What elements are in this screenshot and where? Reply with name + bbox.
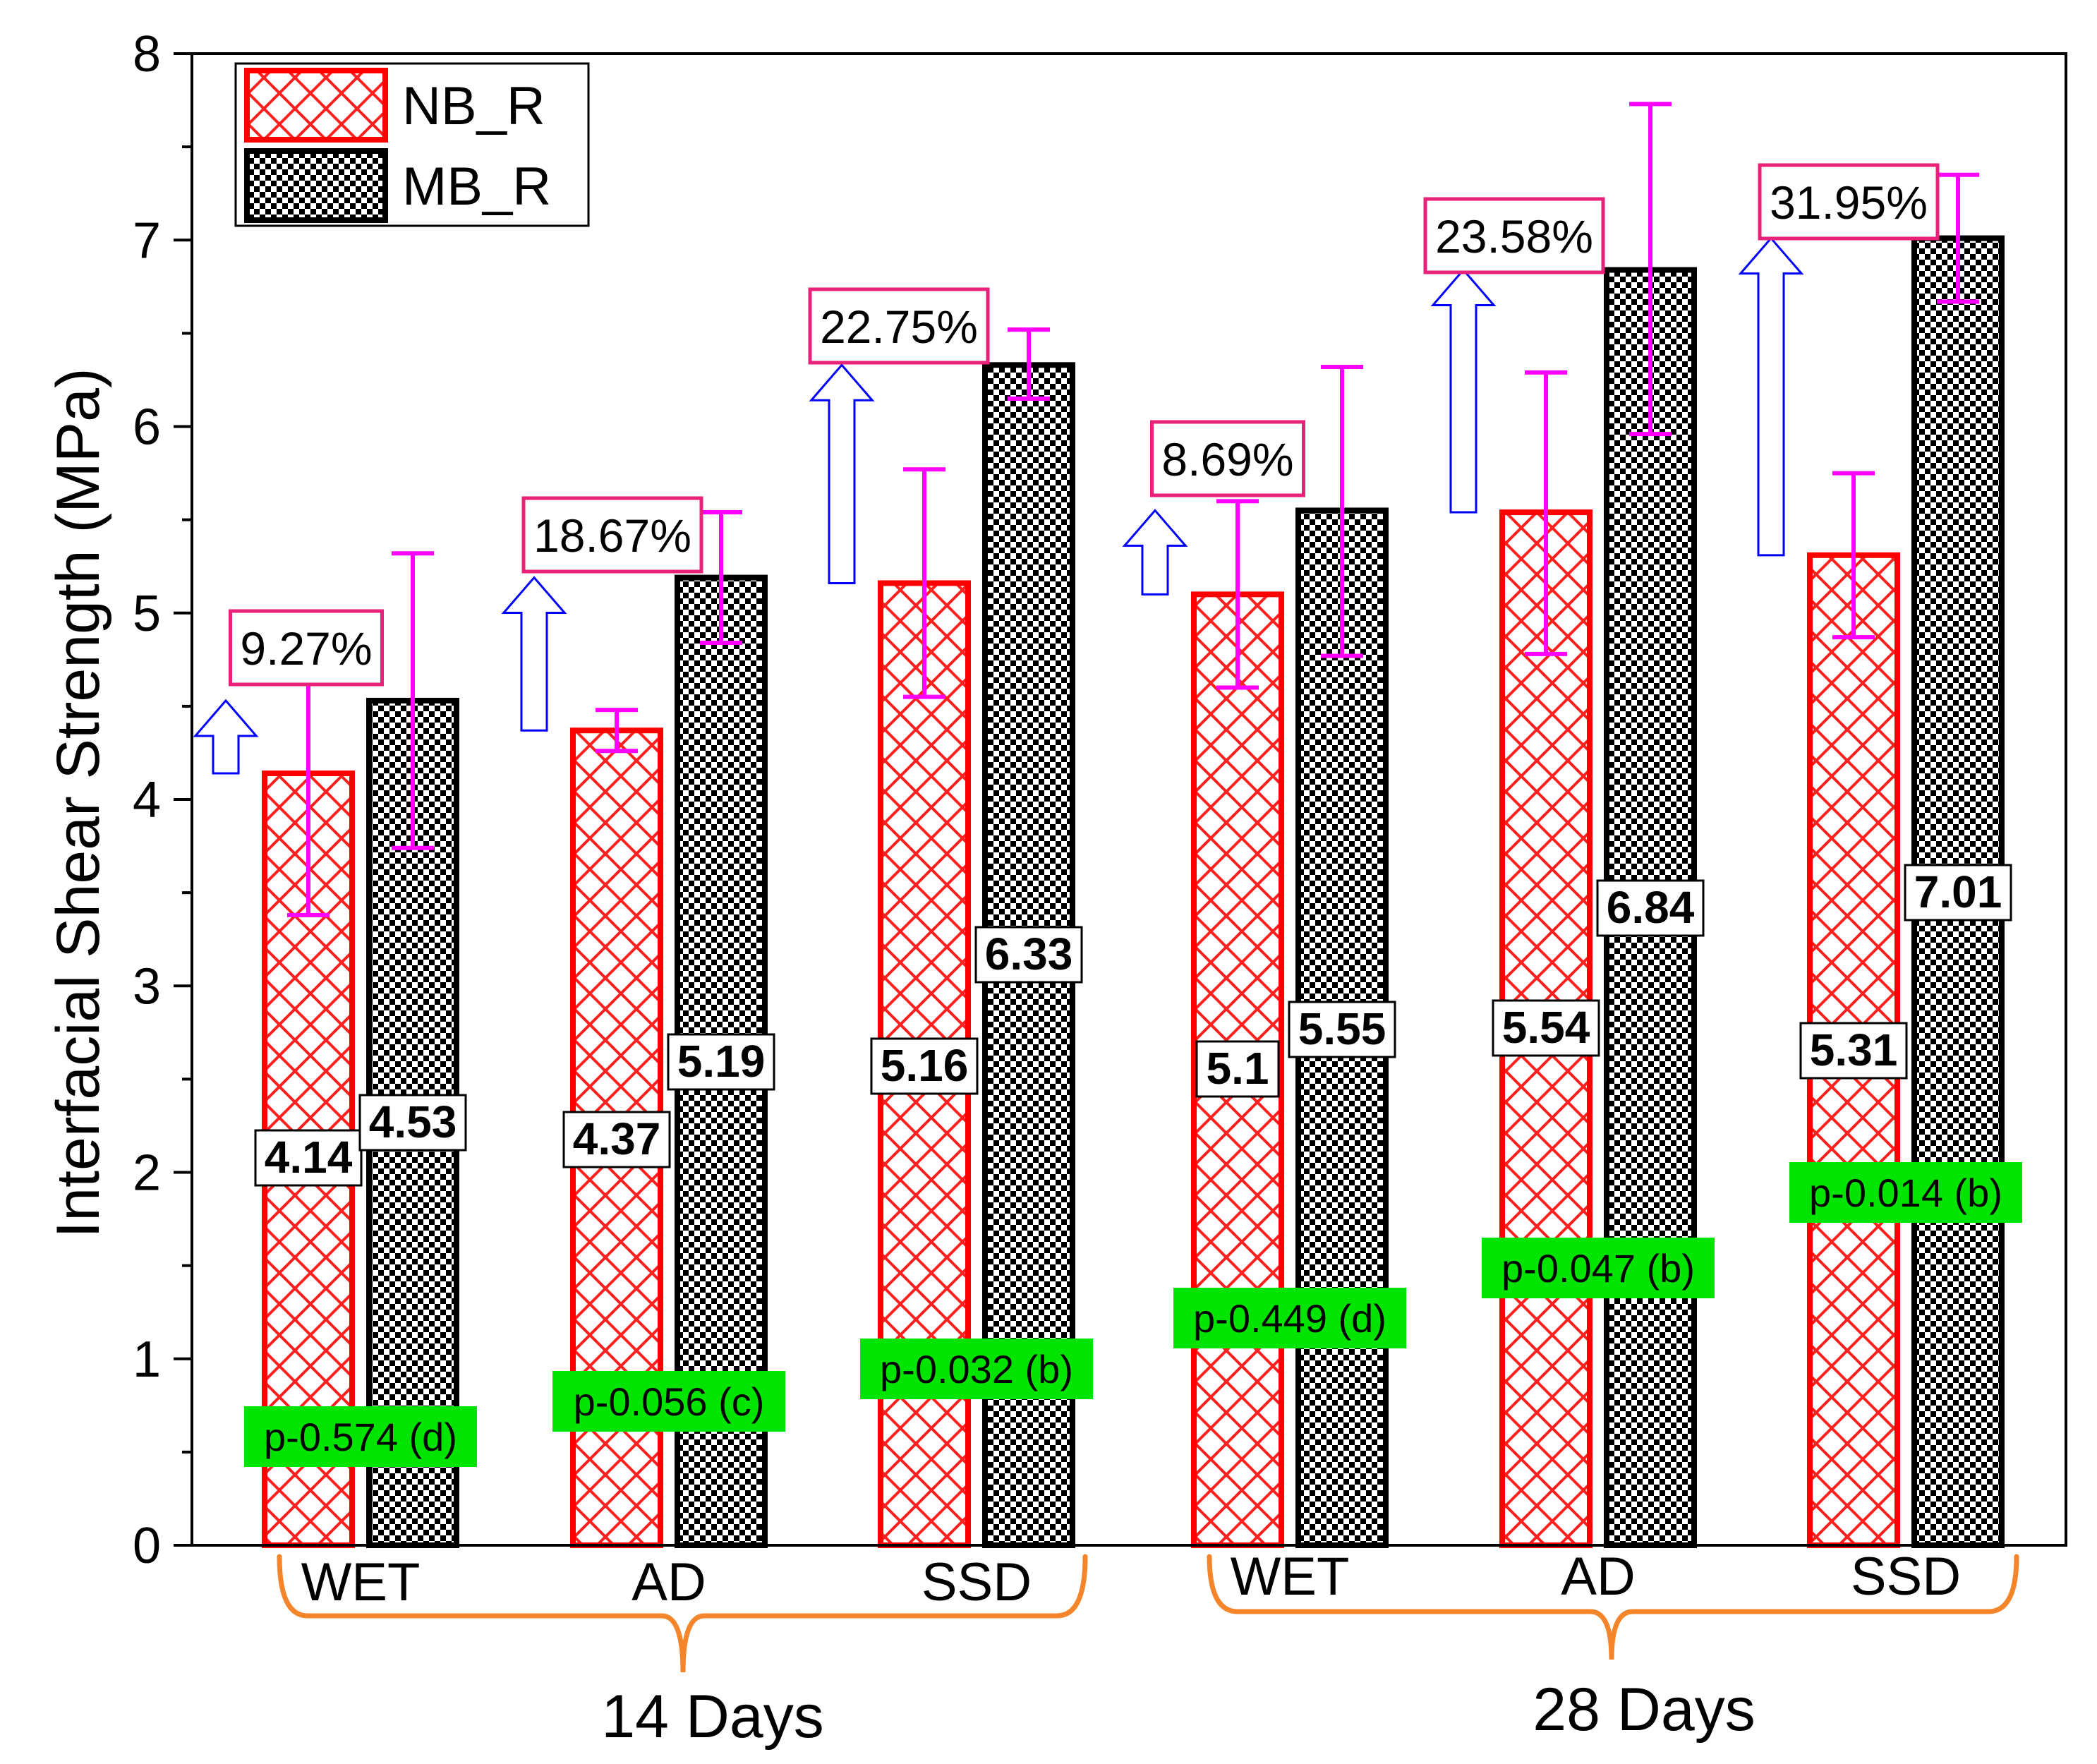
p-value-box (1173, 1288, 1406, 1348)
plot-frame (191, 52, 2067, 1547)
group-bracket-28-days (1207, 1554, 2019, 1660)
value-label-nb-r: 5.31 (1810, 1025, 1898, 1075)
p-value-label: p-0.574 (d) (264, 1415, 457, 1459)
value-label-nb-r-box (1492, 999, 1600, 1057)
percent-increase-label: 9.27% (240, 622, 372, 675)
percent-increase-box (1758, 163, 1940, 241)
p-value-label: p-0.449 (d) (1193, 1296, 1386, 1341)
increase-arrow (809, 363, 875, 584)
value-label-nb-r: 4.14 (265, 1132, 353, 1183)
value-label-mb-r: 5.55 (1298, 1003, 1386, 1054)
legend-label-nb-r: NB_R (402, 76, 545, 136)
value-label-nb-r: 5.1 (1207, 1043, 1269, 1094)
p-value-label: p-0.056 (c) (574, 1379, 765, 1424)
value-label-mb-r-box (1596, 879, 1705, 937)
legend-swatch-nb-r (244, 68, 388, 143)
value-label-nb-r-box (870, 1037, 979, 1095)
value-label-mb-r-box (974, 926, 1083, 984)
increase-arrow (193, 699, 259, 775)
percent-increase-box (1423, 197, 1605, 274)
x-tick-label: WET (301, 1552, 421, 1612)
group-label-14-days: 14 Days (601, 1683, 824, 1751)
value-label-mb-r: 5.19 (677, 1036, 766, 1087)
x-tick-label: WET (1231, 1547, 1350, 1607)
value-label-mb-r-box (667, 1033, 775, 1091)
value-label-mb-r: 4.53 (369, 1097, 457, 1147)
percent-increase-label: 31.95% (1770, 176, 1928, 229)
legend: NB_R MB_R (234, 62, 590, 227)
value-label-nb-r-box (562, 1111, 671, 1168)
y-tick-label: 7 (133, 212, 161, 269)
y-tick-label: 1 (133, 1331, 161, 1388)
p-value-label: p-0.014 (b) (1809, 1171, 2002, 1215)
legend-label-mb-r: MB_R (402, 157, 551, 217)
value-label-mb-r: 6.84 (1607, 882, 1695, 933)
p-value-box (244, 1406, 477, 1467)
x-tick-label: SSD (1851, 1547, 1961, 1607)
group-bracket-14-days (277, 1554, 1088, 1673)
value-label-nb-r-box (1195, 1040, 1280, 1098)
y-tick-label: 8 (133, 26, 161, 83)
value-label-nb-r: 5.54 (1502, 1002, 1590, 1053)
y-tick-label: 2 (133, 1145, 161, 1202)
value-label-mb-r-box (358, 1094, 467, 1152)
value-label-mb-r-box (1904, 864, 2012, 922)
percent-increase-label: 18.67% (533, 509, 691, 562)
y-tick-label: 6 (133, 399, 161, 456)
increase-arrow (501, 576, 567, 732)
value-label-mb-r: 7.01 (1914, 866, 2002, 917)
y-tick-label: 4 (133, 772, 161, 828)
y-axis-title: Interfacial Shear Strength (MPa) (44, 368, 112, 1238)
value-label-mb-r-box (1288, 1001, 1396, 1058)
group-label-28-days: 28 Days (1533, 1676, 1755, 1744)
p-value-box (1482, 1238, 1715, 1298)
value-label-mb-r: 6.33 (985, 929, 1073, 979)
value-label-nb-r-box (254, 1129, 363, 1187)
x-tick-label: AD (1561, 1547, 1636, 1607)
p-value-box (860, 1339, 1093, 1399)
increase-arrow (1430, 268, 1497, 514)
value-label-nb-r: 4.37 (573, 1113, 661, 1164)
p-value-box (552, 1371, 785, 1432)
x-tick-label: SSD (921, 1552, 1032, 1612)
legend-swatch-mb-r (244, 148, 388, 223)
percent-increase-label: 8.69% (1161, 433, 1293, 485)
percent-increase-label: 22.75% (820, 301, 978, 353)
percent-increase-box (229, 609, 384, 687)
p-value-label: p-0.032 (b) (880, 1347, 1073, 1391)
percent-increase-label: 23.58% (1435, 210, 1593, 262)
percent-increase-box (521, 496, 703, 574)
increase-arrow (1738, 236, 1804, 557)
p-value-label: p-0.047 (b) (1501, 1246, 1695, 1291)
p-value-box (1789, 1162, 2022, 1223)
percent-increase-box (1150, 420, 1305, 497)
percent-increase-box (808, 287, 990, 365)
y-tick-label: 5 (133, 586, 161, 642)
value-label-nb-r: 5.16 (881, 1040, 969, 1091)
y-tick-label: 3 (133, 958, 161, 1015)
increase-arrow (1122, 509, 1188, 596)
y-tick-label: 0 (133, 1518, 161, 1574)
x-tick-label: AD (631, 1552, 706, 1612)
value-label-nb-r-box (1799, 1022, 1908, 1080)
